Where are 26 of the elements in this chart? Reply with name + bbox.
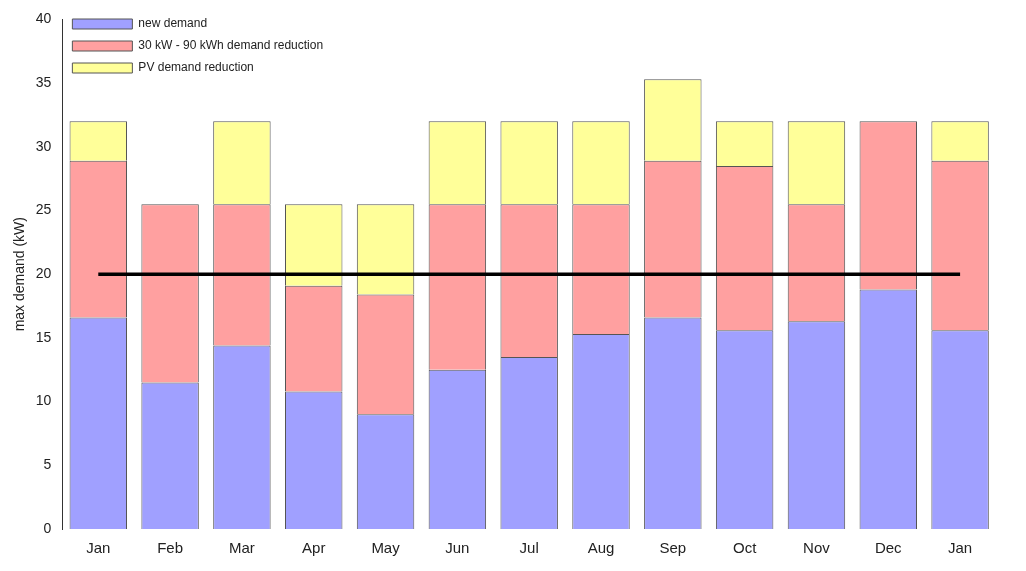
legend-label: PV demand reduction	[138, 60, 254, 75]
x-tick-label: Aug	[587, 539, 615, 557]
x-tick-label: Nov	[803, 539, 831, 557]
legend-label: 30 kW - 90 kWh demand reduction	[138, 38, 324, 53]
x-tick-label: Jan	[86, 539, 111, 557]
y-tick-label: 40	[35, 10, 52, 27]
x-tick-label: Oct	[732, 539, 758, 557]
y-tick-label: 20	[35, 265, 52, 282]
y-tick-label: 15	[35, 328, 52, 345]
x-tick-label: Sep	[659, 539, 687, 557]
y-axis-title: max demand (kW)	[11, 217, 28, 332]
y-tick-label: 35	[35, 73, 52, 90]
y-tick-label: 30	[35, 137, 52, 154]
y-tick-label: 5	[43, 456, 52, 473]
x-tick-label: Feb	[157, 539, 184, 557]
y-tick-label: 0	[43, 519, 52, 536]
x-tick-label: Mar	[228, 539, 255, 557]
x-tick-label: Apr	[302, 539, 326, 557]
x-tick-label: Jan	[948, 539, 973, 557]
x-tick-label: Dec	[874, 539, 903, 557]
legend-label: new demand	[138, 16, 208, 31]
y-tick-label: 25	[35, 201, 52, 218]
x-tick-label: Jun	[445, 539, 470, 557]
x-tick-label: May	[371, 539, 401, 557]
x-tick-label: Jul	[519, 539, 539, 557]
y-tick-label: 10	[35, 392, 52, 409]
